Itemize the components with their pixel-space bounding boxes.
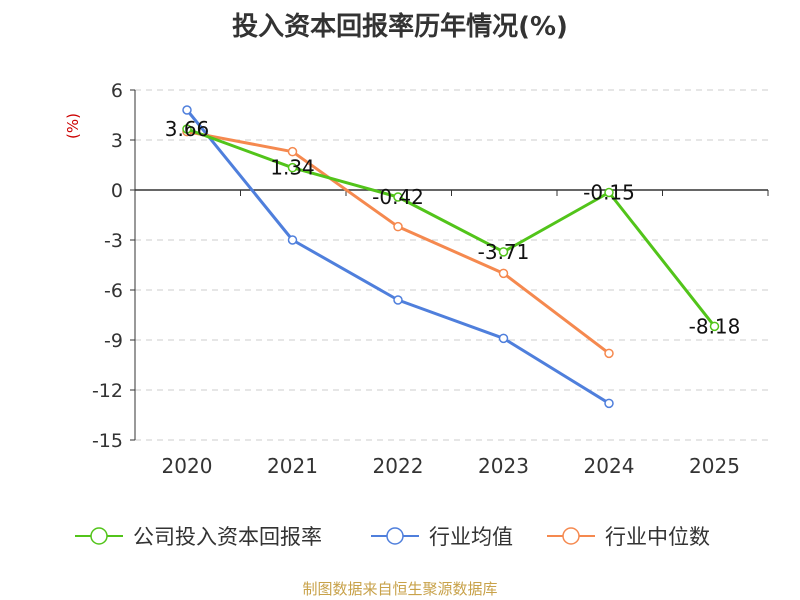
legend-marker — [562, 527, 580, 545]
data-point — [604, 187, 614, 198]
data-source: 制图数据来自恒生聚源数据库 — [302, 580, 498, 598]
data-label: 1.34 — [270, 156, 315, 180]
y-tick-label: -15 — [92, 430, 123, 452]
legend-label: 行业均值 — [429, 525, 513, 549]
y-tick-label: 0 — [111, 180, 123, 202]
x-tick-label: 2025 — [689, 454, 740, 478]
data-point — [393, 221, 403, 232]
data-point — [498, 333, 509, 344]
data-point — [287, 235, 298, 245]
data-point — [393, 295, 403, 305]
legend-label: 行业中位数 — [605, 525, 710, 549]
y-tick-label: -9 — [104, 330, 123, 352]
legend-label: 公司投入资本回报率 — [133, 525, 322, 549]
y-tick-label: -6 — [104, 280, 123, 302]
y-tick-label: 6 — [111, 80, 123, 102]
data-label: 3.66 — [165, 117, 210, 141]
y-tick-label: 3 — [111, 130, 123, 152]
data-point — [604, 348, 614, 359]
legend-marker — [90, 527, 108, 545]
data-point — [287, 162, 298, 173]
data-label: -0.42 — [372, 185, 424, 209]
y-tick-label: -12 — [92, 380, 123, 402]
x-tick-label: 2022 — [373, 454, 424, 478]
legend-marker — [386, 527, 404, 545]
data-point — [182, 124, 192, 134]
x-tick-label: 2020 — [162, 454, 213, 478]
data-label: -8.18 — [689, 314, 741, 338]
data-point — [709, 321, 720, 332]
y-axis-label: (%) — [64, 113, 82, 139]
data-point — [498, 247, 509, 257]
series-line — [185, 109, 610, 405]
data-label: -0.15 — [583, 181, 635, 205]
x-tick-label: 2021 — [267, 454, 318, 478]
y-tick-label: -3 — [104, 230, 123, 252]
data-point — [287, 146, 298, 157]
series-line — [186, 127, 716, 328]
x-tick-label: 2024 — [584, 454, 635, 478]
data-point — [393, 192, 403, 202]
data-label: -3.71 — [478, 240, 530, 264]
chart-title: 投入资本回报率历年情况(%) — [232, 12, 568, 42]
data-point — [498, 268, 509, 279]
x-tick-label: 2023 — [478, 454, 529, 478]
data-point — [182, 105, 192, 115]
data-point — [604, 398, 614, 409]
series-line — [186, 130, 610, 355]
